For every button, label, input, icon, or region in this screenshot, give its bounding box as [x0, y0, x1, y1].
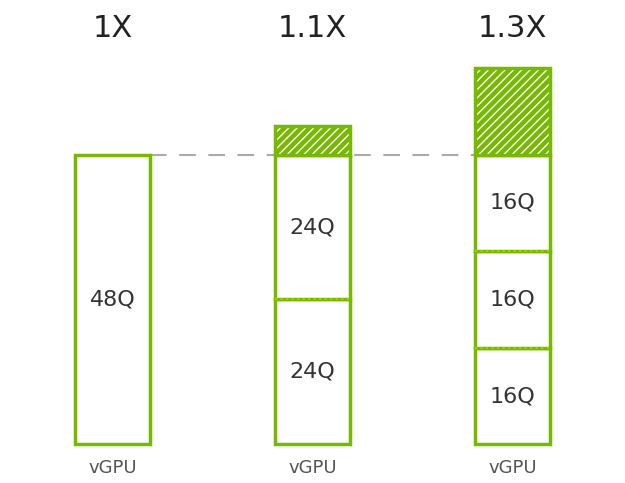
Bar [475, 155, 550, 251]
Bar [475, 68, 550, 155]
Text: 1.3X: 1.3X [478, 14, 548, 43]
Text: 16Q: 16Q [489, 193, 536, 213]
Text: 24Q: 24Q [289, 362, 336, 382]
Text: vGPU
1:2: vGPU 1:2 [288, 459, 337, 483]
Bar [475, 68, 550, 155]
Text: 16Q: 16Q [489, 386, 536, 406]
Text: 1.1X: 1.1X [278, 14, 347, 43]
Bar [75, 155, 150, 444]
Text: 16Q: 16Q [489, 289, 536, 310]
Bar [275, 126, 350, 155]
Text: vGPU
1:3: vGPU 1:3 [488, 459, 537, 483]
Text: 1X: 1X [92, 14, 132, 43]
Bar [275, 126, 350, 155]
Bar [475, 251, 550, 348]
Bar [275, 299, 350, 444]
Bar [275, 126, 350, 155]
Text: 24Q: 24Q [289, 217, 336, 237]
Text: 48Q: 48Q [89, 289, 136, 310]
Bar [275, 155, 350, 299]
Bar [475, 68, 550, 155]
Bar [475, 348, 550, 444]
Text: vGPU
1:1: vGPU 1:1 [88, 459, 137, 483]
